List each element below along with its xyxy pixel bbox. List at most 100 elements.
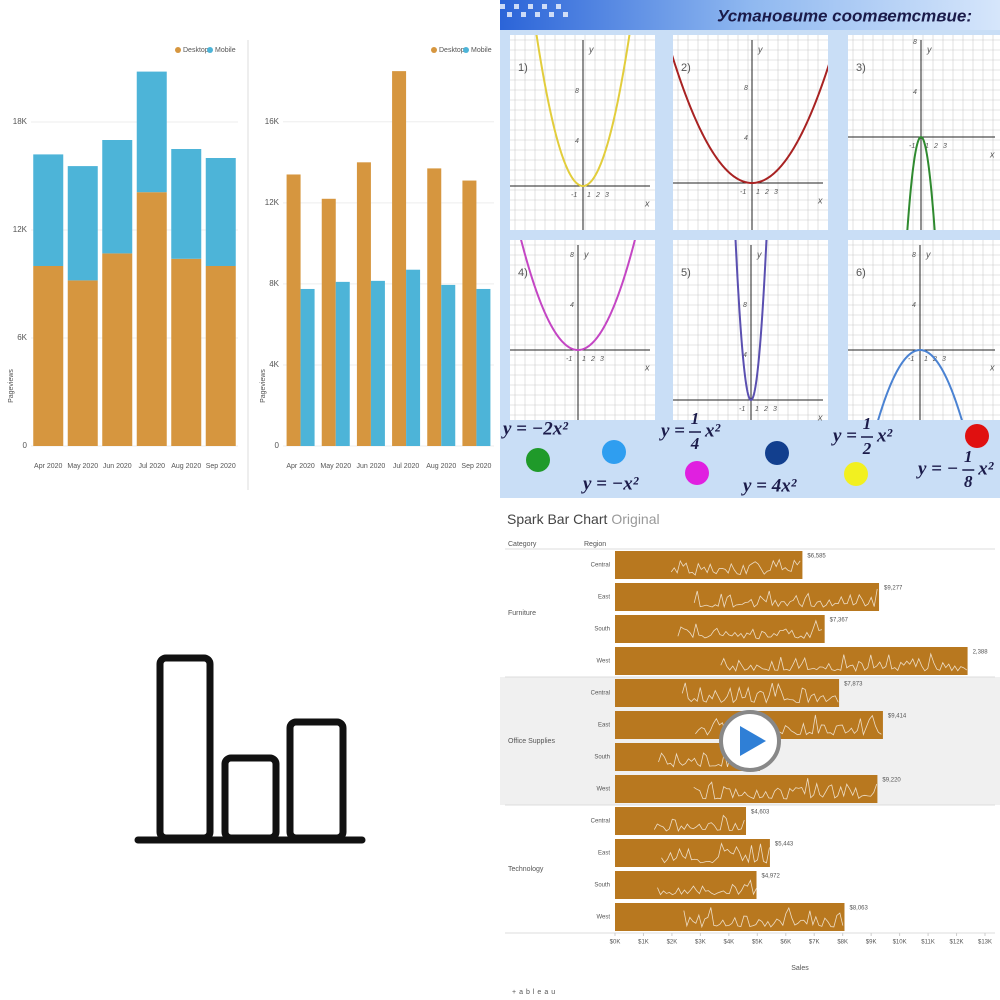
region-label: East <box>598 851 610 857</box>
bar <box>102 140 133 254</box>
region-label: Central <box>591 691 610 697</box>
legend-swatch <box>175 47 181 53</box>
graph-tick: 2 <box>933 143 938 150</box>
y-axis-title: Pageviews <box>260 369 267 403</box>
sparkline <box>693 588 878 609</box>
value-label: $7,873 <box>844 682 863 688</box>
bar <box>615 775 878 803</box>
x-tick-label: Sep 2020 <box>461 463 491 470</box>
region-label: West <box>596 915 610 921</box>
legend-label: Mobile <box>215 47 236 54</box>
y-axis-title: Pageviews <box>8 369 15 403</box>
formula: y = −2x² <box>501 418 569 439</box>
worksheet-title: Установите соответствие: <box>717 6 972 25</box>
y-tick-label: 16K <box>265 117 280 126</box>
formula-part: x² <box>977 458 995 479</box>
graph-tick: -1 <box>571 192 577 199</box>
bar <box>33 154 64 266</box>
graph-tick: 1 <box>756 189 760 196</box>
x-tick-label: $6K <box>780 940 791 946</box>
x-tick-label: $7K <box>809 940 820 946</box>
legend-label: Mobile <box>471 47 492 54</box>
axis-letter: x <box>644 362 650 372</box>
graph-tick: 2 <box>764 189 769 196</box>
parabola <box>906 135 936 230</box>
x-tick-label: Sep 2020 <box>206 463 236 470</box>
x-tick-label: $9K <box>866 940 877 946</box>
footer: +ableau <box>512 989 558 996</box>
legend-label: Desktop <box>439 47 465 54</box>
formula-part: y = − <box>916 458 958 479</box>
bar <box>205 158 236 266</box>
x-tick-label: $8K <box>837 940 848 946</box>
bar <box>615 583 880 611</box>
axis-letter: x <box>644 198 650 208</box>
formula-part: 8 <box>964 472 973 491</box>
answer-circle <box>602 440 626 464</box>
region-label: East <box>598 723 610 729</box>
axis-letter: y <box>925 249 931 259</box>
bar <box>102 253 133 446</box>
bar <box>615 807 747 835</box>
bar <box>300 288 315 446</box>
y-tick-label: 12K <box>265 198 280 207</box>
bar <box>615 839 770 867</box>
bar <box>286 174 301 446</box>
legend-swatch <box>431 47 437 53</box>
bar <box>205 266 236 446</box>
x-tick-label: $11K <box>921 940 935 946</box>
category-label: Furniture <box>508 610 536 617</box>
graph-tick: 8 <box>743 302 747 309</box>
value-label: $8,063 <box>849 906 868 912</box>
axis-letter: y <box>756 249 762 259</box>
graph-label: 2) <box>681 62 691 74</box>
region-label: South <box>594 883 610 889</box>
parabola <box>673 54 828 185</box>
formula-part: 4 <box>690 434 700 453</box>
title: Spark Bar Chart <box>507 511 607 527</box>
formula-part: x² <box>876 425 894 446</box>
x-tick-label: Aug 2020 <box>171 463 201 470</box>
axis-letter: x <box>817 412 823 422</box>
y-tick-label: 6K <box>17 333 27 342</box>
bar <box>615 679 840 707</box>
graph-tick: 4 <box>570 302 574 309</box>
answer-circle <box>685 461 709 485</box>
sparkline <box>653 814 745 832</box>
value-label: $4,603 <box>751 810 770 816</box>
answer-circle <box>526 448 550 472</box>
bar <box>136 71 167 193</box>
bar <box>406 269 421 446</box>
x-tick-label: May 2020 <box>67 463 98 470</box>
bar <box>462 180 477 447</box>
title-pattern <box>556 4 561 9</box>
sparkline <box>657 879 757 896</box>
bar <box>67 280 98 446</box>
graph-tick: -1 <box>566 356 572 363</box>
formula-part: y = <box>831 425 857 446</box>
bar <box>615 871 757 899</box>
axis-letter: y <box>757 44 763 54</box>
bar-icon <box>134 654 366 844</box>
bar <box>615 903 845 931</box>
region-label: South <box>594 755 610 761</box>
region-label: Central <box>591 819 610 825</box>
bar <box>335 281 350 446</box>
x-tick-label: Apr 2020 <box>34 463 63 470</box>
axis-letter: x <box>989 362 995 372</box>
axis-letter: y <box>583 249 589 259</box>
x-tick-label: Jul 2020 <box>139 463 166 470</box>
graph-label: 1) <box>518 62 528 74</box>
x-tick-label: $0K <box>610 940 621 946</box>
parabola <box>734 240 768 402</box>
formula-part: y = <box>659 420 685 441</box>
y-tick-label: 0 <box>23 441 28 450</box>
bar <box>615 615 825 643</box>
subtitle: Original <box>611 511 659 527</box>
bar <box>171 258 202 446</box>
graph-tick: 2 <box>590 356 595 363</box>
graph-tick: 4 <box>744 135 748 142</box>
title-pattern <box>500 4 505 9</box>
title-pattern <box>535 12 540 17</box>
graph-tick: -1 <box>739 406 745 413</box>
